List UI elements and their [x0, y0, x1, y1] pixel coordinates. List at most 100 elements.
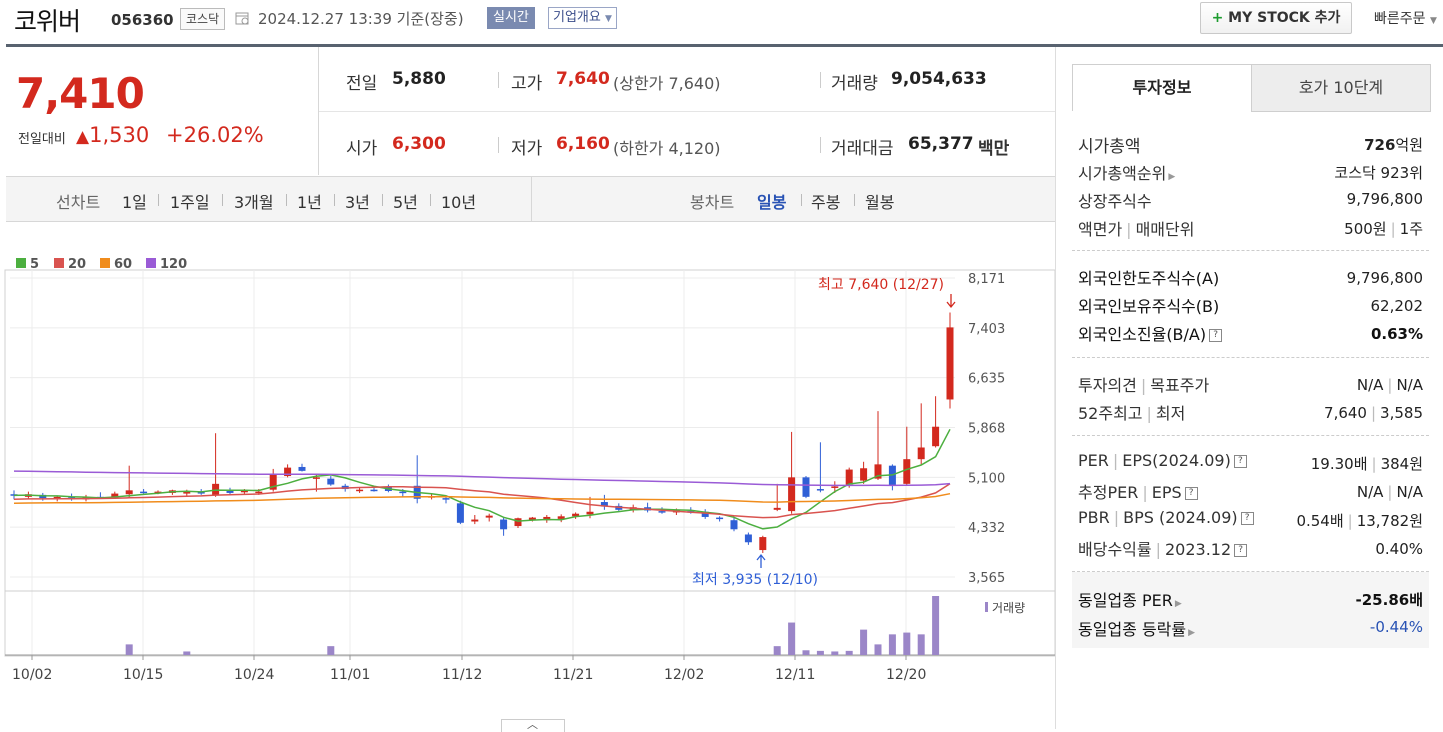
opinion-label-text: 투자의견 [1078, 376, 1137, 395]
change-amount-value: 1,530 [89, 123, 150, 147]
candle-body [284, 467, 292, 477]
prev-close-value: 5,880 [392, 69, 446, 89]
chevron-down-icon: ▼ [604, 14, 612, 24]
price-chart[interactable]: 8,171 7,403 6,635 5,868 5,100 4,332 3,565 10/02… [0, 222, 1055, 719]
legend-label: 20 [68, 257, 86, 272]
investment-info-panel: 투자정보 호가 10단계 시가총액 726억원 시가총액순위 ▶ 코스닥 923위… [1055, 47, 1443, 729]
tab-5y[interactable]: 5년 [393, 193, 418, 212]
shares-value: 9,796,800 [1346, 190, 1423, 208]
collapse-chart-button[interactable]: ︿ [501, 718, 565, 732]
low-value: 6,160 [556, 134, 610, 154]
week52-high-value: 7,640 [1324, 404, 1367, 422]
stock-code: 056360 [111, 11, 174, 29]
tab-1y[interactable]: 1년 [297, 193, 322, 212]
foreign-limit-label: 외국인한도주식수(A) [1078, 269, 1220, 288]
lower-limit: (하한가 4,120) [613, 139, 721, 158]
volume-bar [903, 632, 911, 655]
eps-label: EPS(2024.09) [1122, 451, 1231, 470]
tab-1w[interactable]: 1주일 [170, 193, 210, 212]
cap-rank-label[interactable]: 시가총액순위 ▶ [1078, 160, 1175, 184]
candle-body [183, 490, 191, 494]
header: 코위버 056360 코스닥 2024.12.27 13:39 기준(장중) 실… [0, 0, 1443, 44]
divider [1072, 435, 1429, 436]
change-amount: ▲1,530 [76, 123, 149, 147]
tab-weekly[interactable]: 주봉 [811, 193, 841, 212]
volume-bar [845, 650, 853, 655]
par-unit-value: 500원 | 1주 [1344, 218, 1423, 239]
volume-bar [831, 651, 839, 655]
divider: | [1113, 508, 1120, 527]
foreign-hold-label: 외국인보유주식수(B) [1078, 297, 1220, 316]
tab-3m[interactable]: 3개월 [234, 193, 274, 212]
tab-3y[interactable]: 3년 [345, 193, 370, 212]
market-badge: 코스닥 [180, 8, 226, 30]
week52-low-value: 3,585 [1380, 404, 1423, 422]
tab-investment-info[interactable]: 투자정보 [1072, 64, 1252, 111]
chart-tabs: 선차트 1일 1주일 3개월 1년 3년 5년 10년 봉차트 일봉 주봉 월봉 [6, 177, 1055, 222]
tab-monthly[interactable]: 월봉 [865, 193, 895, 212]
par-value: 500원 [1344, 220, 1387, 238]
divider [382, 194, 383, 206]
realtime-button[interactable]: 실시간 [487, 7, 535, 29]
plus-icon: + [1211, 10, 1224, 26]
tab-10y[interactable]: 10년 [441, 193, 477, 212]
open-label: 시가 [346, 139, 378, 159]
help-icon[interactable]: ? [1233, 455, 1247, 468]
help-icon[interactable]: ? [1209, 329, 1223, 342]
quick-order-button[interactable]: 빠른주문 ▼ [1374, 8, 1437, 28]
candle-body [716, 517, 724, 520]
sector-per-label[interactable]: 동일업종 PER ▶ [1078, 587, 1182, 611]
candle-body [946, 327, 954, 400]
volume-label: 거래량 [992, 601, 1025, 615]
tab-daily[interactable]: 일봉 [757, 193, 787, 212]
sector-change-label[interactable]: 동일업종 등락률 ▶ [1078, 616, 1195, 640]
ma-line [13, 492, 951, 504]
y-tick-label: 6,635 [968, 372, 1005, 387]
divider [820, 137, 821, 153]
high-label: 고가 [511, 74, 543, 94]
help-icon[interactable]: ? [1184, 487, 1198, 500]
candle-body [730, 520, 738, 530]
divider [1251, 111, 1429, 112]
per-label: PER [1078, 451, 1109, 470]
add-my-stock-label: MY STOCK 추가 [1228, 10, 1341, 26]
volume-label: 거래량 [831, 74, 878, 94]
candle-body [500, 519, 508, 530]
volume-bar [917, 634, 925, 655]
candle-body [485, 515, 493, 518]
candle-body [888, 465, 896, 486]
company-overview-dropdown[interactable]: 기업개요 ▼ [548, 7, 617, 29]
add-my-stock-button[interactable]: + MY STOCK 추가 [1200, 2, 1352, 34]
week52-label: 52주최고 | 최저 [1078, 400, 1185, 424]
candle-body [514, 518, 522, 527]
est-eps-text: N/A [1396, 483, 1423, 501]
dividend-label: 배당수익률 | 2023.12? [1078, 536, 1248, 560]
candle-body [932, 426, 940, 447]
volume-bar [888, 634, 896, 655]
candle-body [788, 477, 796, 512]
candle-body [600, 502, 608, 507]
help-icon[interactable]: ? [1240, 512, 1254, 525]
foreign-ratio-label: 외국인소진율(B/A)? [1078, 321, 1223, 345]
divider: | [1155, 540, 1161, 559]
divider [222, 194, 223, 206]
divider: | [1387, 376, 1393, 394]
candle-body [471, 519, 479, 522]
divider [334, 194, 335, 206]
market-cap-unit: 억원 [1395, 136, 1423, 154]
tab-orderbook-10[interactable]: 호가 10단계 [1251, 64, 1431, 112]
candle-body [845, 469, 853, 485]
stock-name: 코위버 [14, 7, 81, 36]
divider: | [1146, 404, 1152, 423]
divider [531, 177, 532, 221]
current-price: 7,410 [16, 69, 145, 118]
dividend-date: 2023.12 [1165, 540, 1232, 559]
tab-1d[interactable]: 1일 [122, 193, 147, 212]
help-icon[interactable]: ? [1234, 544, 1248, 557]
triangle-right-icon: ▶ [1174, 599, 1182, 609]
y-tick-label: 5,100 [968, 471, 1005, 486]
candle-body [125, 490, 133, 495]
candle-body [658, 511, 666, 513]
divider [801, 194, 802, 206]
volume-bar [874, 644, 882, 655]
